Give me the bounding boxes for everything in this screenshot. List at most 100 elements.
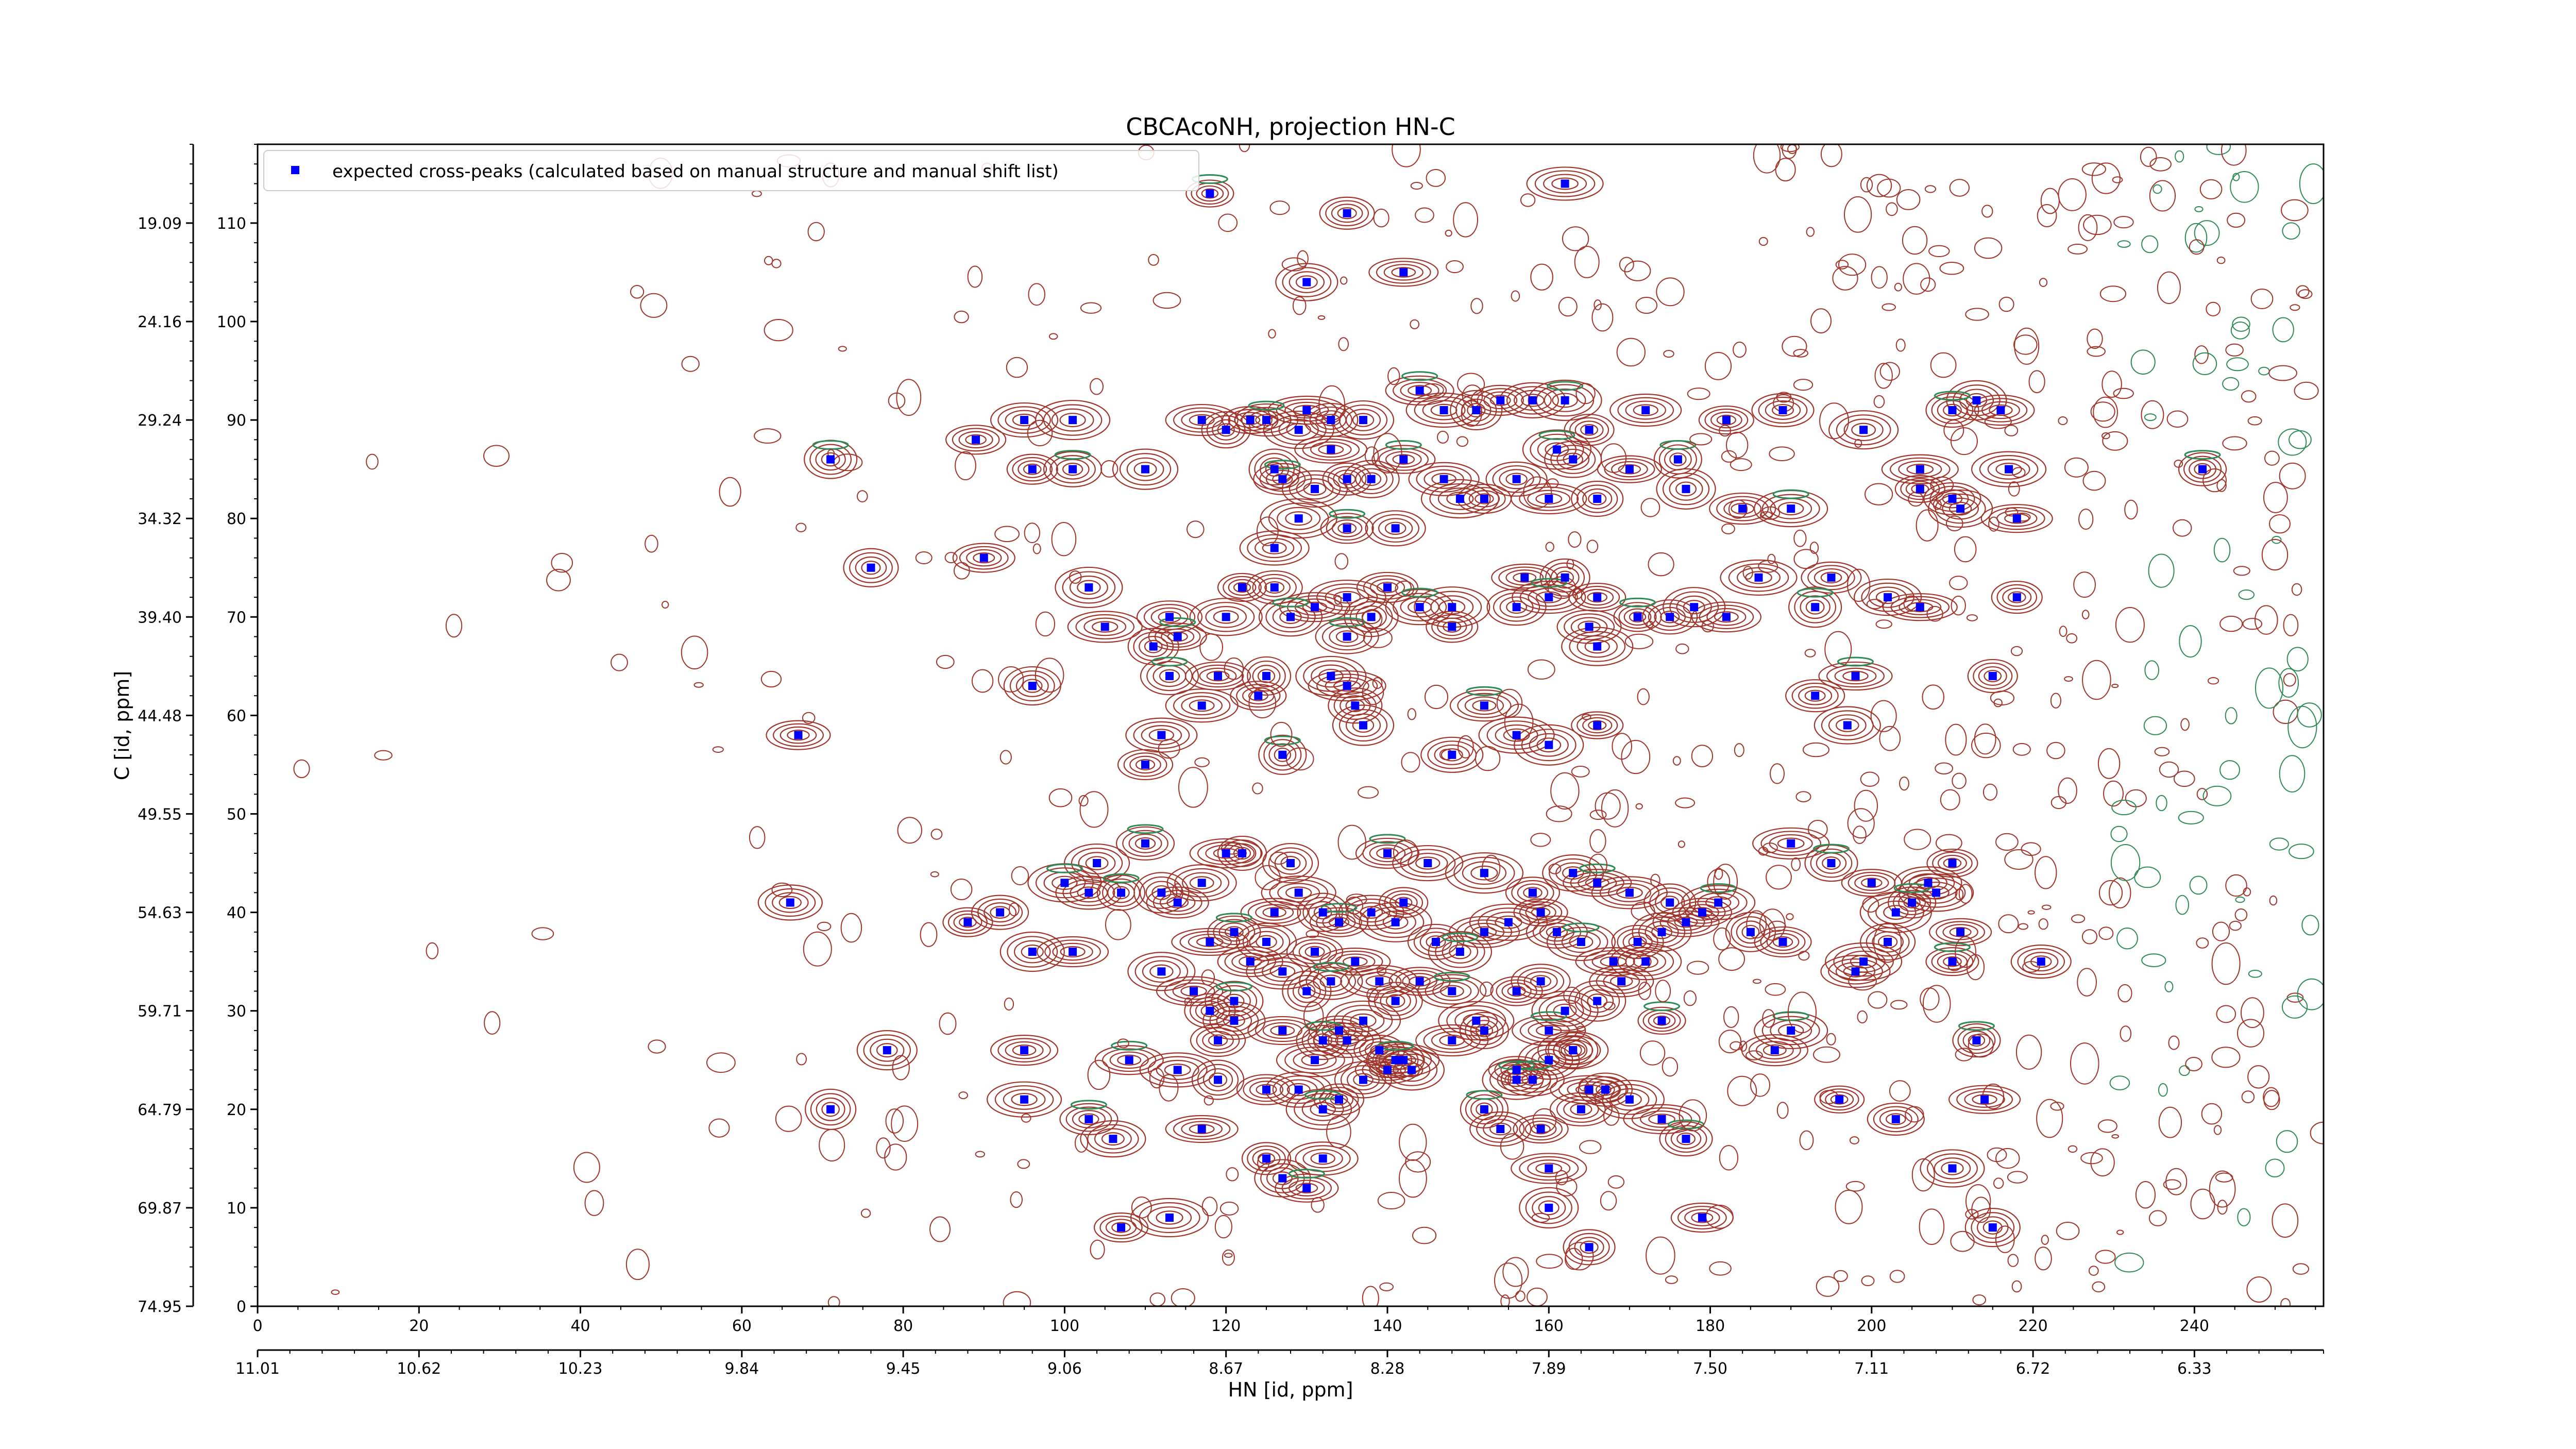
noise-contour [1334, 595, 1342, 605]
noise-contour [1849, 1136, 1859, 1144]
cross-peak-marker [1593, 721, 1602, 730]
contour-ring [1301, 1097, 1344, 1121]
cross-peak-marker [1173, 632, 1182, 641]
noise-contour [551, 553, 573, 573]
cross-peak-marker [1916, 465, 1924, 474]
x-index-tick-label: 180 [1696, 1317, 1725, 1335]
noise-contour [1922, 684, 1944, 710]
cross-peak-marker [1100, 622, 1109, 631]
cross-peak-marker [1343, 524, 1351, 533]
contour-ring [1804, 689, 1826, 702]
noise-contour [1782, 335, 1807, 357]
cross-peak-marker [1262, 937, 1270, 946]
contour-ring [1337, 207, 1357, 220]
noise-contour [1936, 834, 1962, 852]
contour-ring [772, 892, 809, 913]
noise-contour [1795, 791, 1811, 802]
contour-ring [1698, 405, 1754, 435]
noise-contour [1017, 1159, 1030, 1169]
noise-contour [2050, 1102, 2064, 1111]
noise-contour [1908, 492, 1924, 507]
contour-ring [1974, 398, 2028, 423]
contour-ring [1550, 445, 1596, 474]
cross-peak-marker [1811, 692, 1820, 700]
contour-ring [1599, 880, 1659, 906]
noise-contour [2185, 1057, 2202, 1071]
noise-contour [2078, 214, 2098, 241]
noise-contour [840, 913, 862, 943]
cross-peak-marker [1891, 908, 1900, 917]
contour-ring [1748, 1037, 1801, 1063]
contour-ring [1252, 1149, 1281, 1168]
noise-contour [1787, 991, 1817, 1034]
noise-contour [2078, 509, 2094, 530]
cross-peak-marker [1165, 1214, 1174, 1222]
legend: expected cross-peaks (calculated based o… [263, 150, 1199, 191]
contour-ring [1761, 494, 1820, 524]
noise-contour [1826, 1033, 1836, 1046]
contour-ring [1684, 1209, 1720, 1226]
contour-ring [1705, 896, 1732, 909]
cross-peak-marker [1391, 918, 1400, 926]
noise-contour [2226, 357, 2249, 372]
noise-contour [860, 1208, 871, 1218]
contour-ring [765, 888, 816, 917]
noise-contour [1866, 599, 1884, 610]
contour-ring [1866, 927, 1910, 957]
contour-ring [1937, 854, 1967, 872]
noise-contour [1069, 570, 1082, 584]
contour-ring [1201, 188, 1219, 199]
contour-ring [1023, 463, 1042, 475]
contour-ring [1318, 444, 1344, 455]
noise-contour [1074, 1133, 1089, 1153]
contour-ring [1311, 664, 1351, 688]
noise-contour [1965, 1184, 1991, 1219]
contour-ring [1077, 886, 1101, 899]
cross-peak-marker [1585, 622, 1594, 631]
noise-contour [1974, 723, 1996, 755]
cross-peak-marker [1657, 928, 1666, 936]
noise-contour [1373, 433, 1402, 474]
contour-ring [1051, 408, 1094, 432]
cross-peak-marker [1448, 750, 1456, 759]
contour-ring [1206, 670, 1230, 682]
contour-ring [1146, 661, 1193, 692]
contour-ring [1716, 414, 1736, 426]
noise-contour [1638, 982, 1651, 1000]
contour-ring [1501, 982, 1532, 1000]
contour-ring [1528, 379, 1602, 421]
contour-ring [1545, 442, 1569, 457]
contour-ring [1043, 404, 1103, 436]
contour-ring [1901, 869, 1955, 896]
noise-contour [1184, 997, 1192, 1006]
noise-contour [2014, 327, 2040, 365]
noise-contour [1600, 1191, 1617, 1211]
y-ppm-tick-label: 59.71 [138, 1003, 182, 1021]
noise-contour [2115, 607, 2145, 643]
noise-contour [1090, 378, 1104, 395]
y-axis-ppm: 74.9569.8764.7959.7154.6349.5544.4839.40… [138, 144, 194, 1316]
contour-ring [1499, 469, 1534, 490]
cross-peak-marker [1311, 603, 1319, 612]
noise-contour [573, 1152, 600, 1183]
noise-contour [1683, 990, 1697, 1006]
cross-peak-marker [963, 918, 972, 926]
noise-contour [1770, 763, 1785, 784]
contour-ring [1408, 852, 1448, 874]
contour-ring [1788, 586, 1842, 628]
cross-peak-marker [1278, 750, 1287, 759]
noise-contour [2067, 244, 2088, 255]
contour-ring [1962, 1031, 1991, 1051]
noise-contour [1340, 276, 1348, 285]
contour-ring [1976, 1216, 2009, 1239]
contour-ring [1446, 1005, 1506, 1036]
contour-ring [1898, 460, 1942, 478]
contour-ring [1714, 611, 1739, 623]
contour-ring [1035, 867, 1094, 899]
noise-contour [1877, 178, 1901, 198]
contour-ring [1574, 585, 1620, 609]
contour-ring [1094, 1128, 1132, 1150]
contour-ring [1378, 518, 1413, 539]
noise-contour [1268, 329, 1276, 339]
contour-ring [1049, 455, 1096, 484]
